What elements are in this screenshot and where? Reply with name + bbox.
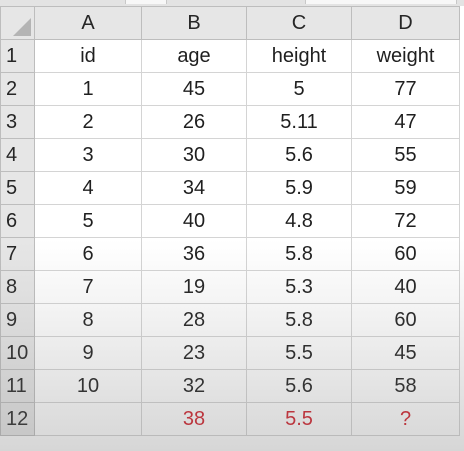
cell[interactable]: 23 <box>141 336 247 370</box>
table-row: 11 10 32 5.6 58 <box>0 369 460 403</box>
row-header[interactable]: 2 <box>0 72 35 106</box>
spreadsheet-grid: A B C D 1 id age height weight 2 1 45 5 … <box>0 6 460 436</box>
cell[interactable]: 26 <box>141 105 247 139</box>
cell[interactable]: 45 <box>141 72 247 106</box>
cell[interactable]: 47 <box>351 105 460 139</box>
cell[interactable]: 28 <box>141 303 247 337</box>
cell[interactable]: 34 <box>141 171 247 205</box>
table-row: 10 9 23 5.5 45 <box>0 336 460 370</box>
cell[interactable]: 10 <box>34 369 142 403</box>
cell[interactable]: 8 <box>34 303 142 337</box>
table-row: 2 1 45 5 77 <box>0 72 460 106</box>
cell[interactable]: 7 <box>34 270 142 304</box>
row-header[interactable]: 9 <box>0 303 35 337</box>
cell[interactable]: id <box>34 39 142 73</box>
cell[interactable]: height <box>246 39 352 73</box>
cell[interactable]: 5.6 <box>246 369 352 403</box>
cell[interactable]: 59 <box>351 171 460 205</box>
cell[interactable]: 5.5 <box>246 336 352 370</box>
cell[interactable]: 32 <box>141 369 247 403</box>
cell[interactable]: 5.3 <box>246 270 352 304</box>
row-header[interactable]: 1 <box>0 39 35 73</box>
cell[interactable]: 55 <box>351 138 460 172</box>
highlighted-cell[interactable]: 38 <box>141 402 247 436</box>
row-header[interactable]: 3 <box>0 105 35 139</box>
cell[interactable]: 2 <box>34 105 142 139</box>
column-header-d[interactable]: D <box>351 6 460 40</box>
table-row: 1 id age height weight <box>0 39 460 73</box>
table-row: 5 4 34 5.9 59 <box>0 171 460 205</box>
highlighted-cell[interactable]: 5.5 <box>246 402 352 436</box>
table-row: 3 2 26 5.11 47 <box>0 105 460 139</box>
unknown-value-cell[interactable]: ? <box>351 402 460 436</box>
row-header[interactable]: 5 <box>0 171 35 205</box>
cell[interactable]: 60 <box>351 303 460 337</box>
column-header-c[interactable]: C <box>246 6 352 40</box>
row-header[interactable]: 7 <box>0 237 35 271</box>
cell[interactable]: 5.9 <box>246 171 352 205</box>
row-header[interactable]: 11 <box>0 369 35 403</box>
column-header-b[interactable]: B <box>141 6 247 40</box>
cell[interactable]: 5.8 <box>246 237 352 271</box>
table-row: 4 3 30 5.6 55 <box>0 138 460 172</box>
tab-edge <box>305 0 457 4</box>
table-row: 12 38 5.5 ? <box>0 402 460 436</box>
table-row: 6 5 40 4.8 72 <box>0 204 460 238</box>
cell[interactable]: 5.6 <box>246 138 352 172</box>
cell[interactable]: weight <box>351 39 460 73</box>
cell[interactable]: 45 <box>351 336 460 370</box>
cell[interactable]: 5.11 <box>246 105 352 139</box>
column-header-a[interactable]: A <box>34 6 142 40</box>
table-row: 9 8 28 5.8 60 <box>0 303 460 337</box>
tab-edge <box>125 0 167 4</box>
row-header[interactable]: 8 <box>0 270 35 304</box>
column-header-row: A B C D <box>0 6 460 40</box>
row-header[interactable]: 10 <box>0 336 35 370</box>
cell[interactable]: 72 <box>351 204 460 238</box>
cell[interactable]: 3 <box>34 138 142 172</box>
cell[interactable]: 30 <box>141 138 247 172</box>
row-header[interactable]: 6 <box>0 204 35 238</box>
ribbon-edge <box>0 0 464 6</box>
cell[interactable]: 36 <box>141 237 247 271</box>
cell[interactable]: 40 <box>351 270 460 304</box>
cell[interactable]: age <box>141 39 247 73</box>
row-header[interactable]: 12 <box>0 402 35 436</box>
select-all-triangle-icon <box>13 18 31 36</box>
cell[interactable]: 19 <box>141 270 247 304</box>
cell[interactable]: 40 <box>141 204 247 238</box>
cell[interactable]: 9 <box>34 336 142 370</box>
cell[interactable]: 77 <box>351 72 460 106</box>
cell[interactable]: 58 <box>351 369 460 403</box>
cell[interactable]: 5.8 <box>246 303 352 337</box>
cell[interactable]: 1 <box>34 72 142 106</box>
cell[interactable]: 60 <box>351 237 460 271</box>
cell[interactable]: 5 <box>246 72 352 106</box>
table-row: 7 6 36 5.8 60 <box>0 237 460 271</box>
select-all-button[interactable] <box>0 6 35 40</box>
cell[interactable]: 4 <box>34 171 142 205</box>
row-header[interactable]: 4 <box>0 138 35 172</box>
cell[interactable] <box>34 402 142 436</box>
cell[interactable]: 4.8 <box>246 204 352 238</box>
table-row: 8 7 19 5.3 40 <box>0 270 460 304</box>
cell[interactable]: 5 <box>34 204 142 238</box>
cell[interactable]: 6 <box>34 237 142 271</box>
